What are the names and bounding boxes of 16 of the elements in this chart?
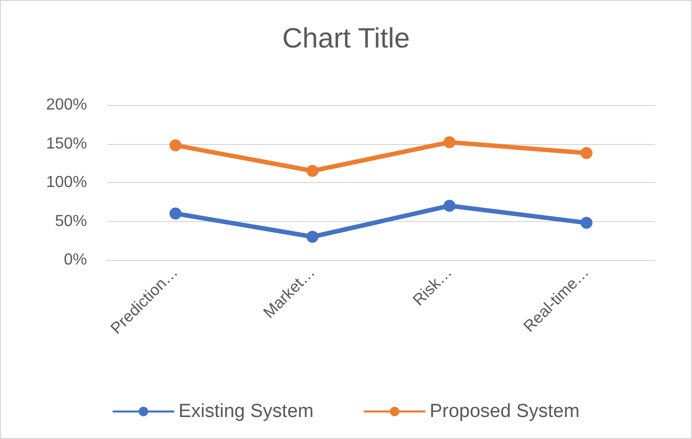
y-tick-label: 200% (46, 96, 87, 114)
y-tick-label: 0% (64, 252, 87, 268)
y-tick-label: 150% (46, 135, 87, 152)
point (170, 139, 182, 152)
point (306, 164, 318, 177)
point (170, 208, 182, 220)
point (444, 200, 456, 212)
y-tick-label: 100% (46, 174, 87, 191)
point (444, 136, 456, 148)
chart-title: Chart Title (282, 22, 410, 54)
point (306, 230, 318, 243)
legend-label: Proposed System (430, 401, 580, 422)
point (580, 216, 592, 229)
y-tick-label: 50% (54, 212, 87, 230)
legend-label: Existing System (178, 401, 314, 422)
point (580, 147, 592, 160)
